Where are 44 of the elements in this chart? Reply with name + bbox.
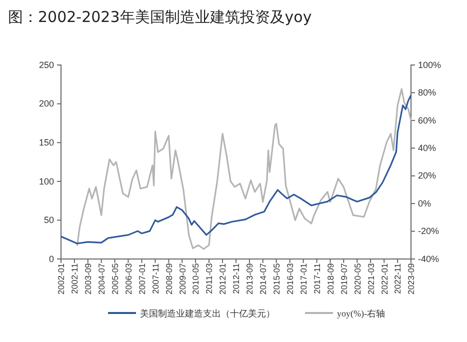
y2-tick-label: 60%: [418, 115, 436, 126]
x-tick-label: 2022-01: [379, 262, 390, 294]
x-tick-label: 2017-01: [298, 262, 309, 294]
y-tick-label: 100: [38, 176, 54, 186]
x-tick-label: 2002-11: [70, 262, 80, 294]
x-tick-label: 2018-09: [325, 262, 336, 294]
x-tick-label: 2023-09: [406, 262, 416, 294]
x-tick-label: 2004-07: [96, 262, 107, 294]
x-tick-label: 2003-09: [83, 262, 94, 294]
y2-tick-label: -20%: [418, 226, 440, 236]
x-tick-label: 2002-01: [56, 262, 66, 294]
y2-tick-label: -40%: [418, 254, 440, 264]
x-tick-label: 2007-01: [136, 262, 147, 294]
x-tick-label: 2022-11: [392, 262, 403, 294]
x-tick-label: 2006-03: [123, 262, 134, 294]
y-tick-label: 150: [38, 137, 54, 148]
y2-tick-label: 100%: [418, 60, 442, 70]
x-tick-label: 2021-03: [366, 262, 376, 294]
x-tick-label: 2013-09: [244, 262, 255, 294]
y2-tick-label: 0%: [418, 198, 432, 208]
chart-title: 图：2002-2023年美国制造业建筑投资及yoy: [8, 8, 312, 26]
x-tick-label: 2005-05: [110, 262, 120, 294]
legend-label: yoy(%)-右轴: [337, 308, 385, 318]
x-tick-label: 2007-11: [150, 262, 160, 294]
x-tick-label: 2011-03: [204, 262, 214, 294]
x-tick-label: 2017-11: [312, 262, 322, 294]
x-tick-label: 2014-07: [258, 262, 268, 294]
x-tick-label: 2009-07: [177, 262, 188, 294]
y2-tick-label: 20%: [418, 170, 436, 181]
x-tick-label: 2012-01: [218, 262, 228, 294]
y-tick-label: 200: [38, 98, 54, 109]
x-tick-label: 2008-09: [164, 262, 174, 294]
x-tick-label: 2010-05: [190, 262, 201, 294]
x-tick-label: 2019-07: [338, 262, 349, 294]
y-tick-label: 0: [48, 254, 54, 264]
x-tick-label: 2016-03: [284, 262, 295, 294]
x-tick-label: 2015-05: [271, 262, 282, 294]
y2-tick-label: 80%: [418, 88, 436, 98]
x-tick-label: 2012-11: [231, 262, 242, 294]
y2-tick-label: 40%: [418, 143, 436, 154]
y-tick-label: 250: [38, 60, 54, 70]
y-tick-label: 50: [44, 215, 54, 226]
legend-label: 美国制造业建造支出（十亿美元）: [140, 308, 275, 318]
x-tick-label: 2020-05: [352, 262, 362, 294]
